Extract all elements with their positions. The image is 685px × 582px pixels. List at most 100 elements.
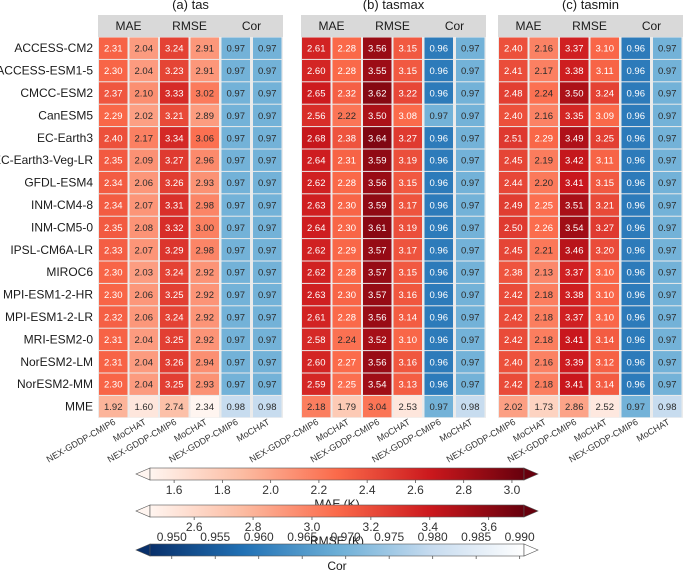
cell-value: 2.18: [307, 402, 326, 413]
heatmap-cell: [302, 82, 331, 104]
heatmap-cell: [499, 216, 528, 239]
heatmap-cell: [653, 328, 682, 351]
heatmap-cell: [424, 306, 453, 328]
heatmap-cell: [590, 149, 619, 171]
cell-value: 0.97: [658, 335, 677, 346]
facet-strip: [620, 15, 683, 37]
heatmap-cell: [363, 373, 392, 395]
cell-value: 0.96: [627, 201, 646, 212]
facet-strip: [301, 15, 362, 37]
heatmap-cell: [424, 104, 453, 127]
heatmap-cell: [499, 37, 528, 59]
heatmap-cell: [302, 37, 331, 59]
cell-value: 0.98: [258, 402, 277, 413]
cell-value: 2.24: [535, 89, 554, 100]
cell-value: 2.96: [196, 156, 215, 167]
cell-value: 2.61: [307, 313, 326, 324]
heatmap-cell: [99, 104, 128, 127]
colorbar-tick-label: 0.965: [287, 530, 317, 544]
heatmap-cell: [190, 59, 219, 82]
cell-value: 2.27: [338, 357, 357, 368]
heatmap-cell: [424, 82, 453, 104]
heatmap-cell: [221, 82, 250, 104]
cell-value: 2.28: [338, 313, 357, 324]
heatmap-cell: [332, 194, 361, 216]
row-label: CanESM5: [38, 108, 93, 122]
facet-strip: [220, 15, 283, 37]
cell-value: 2.04: [135, 380, 154, 391]
cell-value: 3.25: [165, 380, 184, 391]
colorbar-tick-label: 3.6: [480, 520, 497, 534]
heatmap-cell: [529, 239, 558, 261]
heatmap-cell: [529, 216, 558, 239]
heatmap-cell: [160, 59, 189, 82]
cell-value: 0.97: [227, 335, 246, 346]
cell-value: 2.38: [338, 133, 357, 144]
cell-value: 2.49: [504, 201, 523, 212]
cell-value: 3.54: [565, 223, 584, 234]
heatmap-cell: [190, 104, 219, 127]
colorbar-tick-label: 0.950: [157, 530, 187, 544]
cell-value: 2.02: [135, 111, 154, 122]
cell-value: 0.97: [258, 111, 277, 122]
row-label: MRI-ESM2-0: [24, 332, 94, 346]
cell-value: 2.92: [196, 335, 215, 346]
cell-value: 0.96: [430, 66, 449, 77]
heatmap-cell: [190, 261, 219, 283]
row-label: ACCESS-ESM1-5: [0, 64, 93, 78]
heatmap-cell: [499, 306, 528, 328]
cell-value: 2.60: [307, 357, 326, 368]
cell-value: 2.30: [338, 201, 357, 212]
cell-value: 0.96: [430, 178, 449, 189]
heatmap-cell: [190, 149, 219, 171]
heatmap-cell: [332, 283, 361, 306]
heatmap-cell: [499, 59, 528, 82]
cell-value: 2.64: [307, 156, 326, 167]
heatmap-cell: [160, 306, 189, 328]
cell-value: 2.26: [535, 223, 554, 234]
heatmap-cell: [590, 261, 619, 283]
cell-value: 2.68: [307, 133, 326, 144]
heatmap-cell: [456, 194, 485, 216]
cell-value: 2.04: [135, 357, 154, 368]
heatmap-cell: [363, 171, 392, 194]
cell-value: 3.37: [565, 268, 584, 279]
heatmap-cell: [529, 283, 558, 306]
cell-value: 0.97: [658, 133, 677, 144]
cell-value: 3.09: [596, 111, 615, 122]
cell-value: 3.33: [165, 89, 184, 100]
panel-title: (a) tas: [172, 0, 209, 12]
heatmap-cell: [393, 171, 422, 194]
heatmap-cell: [393, 104, 422, 127]
cell-value: 0.97: [461, 313, 480, 324]
heatmap-cell: [332, 373, 361, 395]
cell-value: 2.31: [104, 335, 123, 346]
heatmap-cell: [302, 261, 331, 283]
heatmap-cell: [332, 171, 361, 194]
heatmap-cell: [221, 261, 250, 283]
row-label: NorESM2-LM: [20, 355, 93, 369]
heatmap-cell: [529, 306, 558, 328]
cell-value: 3.32: [165, 223, 184, 234]
cell-value: 0.97: [258, 89, 277, 100]
cell-value: 0.97: [227, 290, 246, 301]
cell-value: 3.61: [368, 223, 387, 234]
colorbar-tick-label: 3.0: [504, 483, 521, 497]
cell-value: 2.61: [307, 44, 326, 55]
cell-value: 3.15: [399, 178, 418, 189]
heatmap-cell: [221, 171, 250, 194]
cell-value: 0.97: [461, 223, 480, 234]
cell-value: 2.06: [135, 313, 154, 324]
heatmap-cell: [560, 149, 589, 171]
cell-value: 2.30: [104, 268, 123, 279]
facet-label: Cor: [242, 19, 261, 33]
cell-value: 2.03: [135, 268, 154, 279]
cell-value: 0.97: [258, 380, 277, 391]
colorbar-tick-label: 2.6: [186, 520, 203, 534]
cell-value: 0.96: [627, 156, 646, 167]
heatmap-cell: [302, 373, 331, 395]
cell-value: 3.64: [368, 133, 387, 144]
heatmap-cell: [190, 37, 219, 59]
heatmap-cell: [499, 328, 528, 351]
heatmap-cell: [302, 171, 331, 194]
